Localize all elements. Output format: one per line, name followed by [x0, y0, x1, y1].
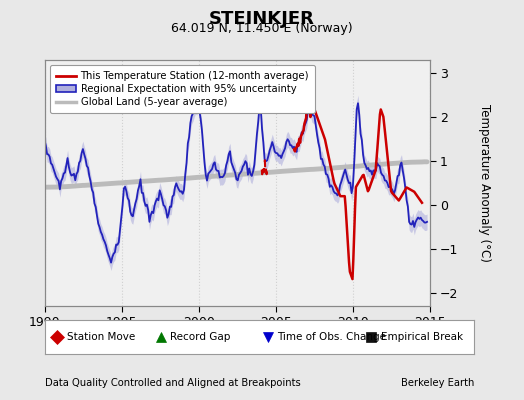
- Y-axis label: Temperature Anomaly (°C): Temperature Anomaly (°C): [478, 104, 491, 262]
- Text: Time of Obs. Change: Time of Obs. Change: [277, 332, 386, 342]
- Text: Empirical Break: Empirical Break: [380, 332, 463, 342]
- Text: Berkeley Earth: Berkeley Earth: [401, 378, 474, 388]
- Text: 64.019 N, 11.450 E (Norway): 64.019 N, 11.450 E (Norway): [171, 22, 353, 35]
- Text: Station Move: Station Move: [67, 332, 135, 342]
- Text: Record Gap: Record Gap: [170, 332, 231, 342]
- Legend: This Temperature Station (12-month average), Regional Expectation with 95% uncer: This Temperature Station (12-month avera…: [50, 65, 315, 113]
- Text: STEINKJER: STEINKJER: [209, 10, 315, 28]
- Text: Data Quality Controlled and Aligned at Breakpoints: Data Quality Controlled and Aligned at B…: [45, 378, 300, 388]
